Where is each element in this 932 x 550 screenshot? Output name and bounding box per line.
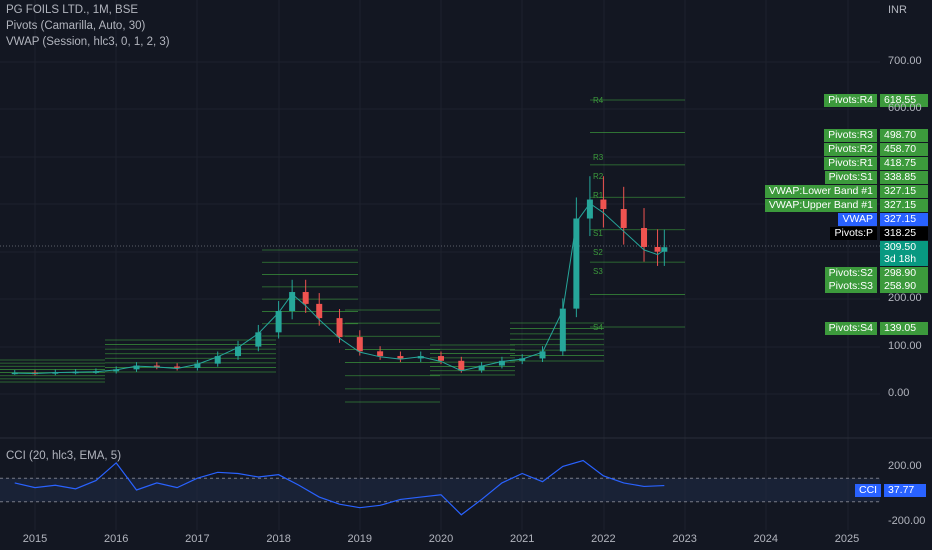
time-axis-label: 2017 <box>185 533 210 545</box>
price-tag-name: VWAP:Upper Band #1 <box>764 199 877 212</box>
candle-body <box>316 303 323 319</box>
price-tag-name: Pivots:R4 <box>824 94 877 107</box>
candle-body <box>174 366 181 368</box>
candle-body <box>289 292 296 311</box>
currency-label: INR <box>888 4 907 16</box>
time-axis-label: 2018 <box>266 533 291 545</box>
price-axis-label: 700.00 <box>888 54 922 67</box>
candle-body <box>255 332 262 347</box>
time-axis-label: 2022 <box>591 533 616 545</box>
time-axis-label: 2025 <box>834 533 860 545</box>
candle-body <box>302 292 309 304</box>
time-axis-label: 2019 <box>347 533 373 545</box>
price-tag-value: 327.15 <box>880 213 928 226</box>
candle-body <box>600 199 607 210</box>
candle-body <box>235 346 242 357</box>
time-axis-label: 2024 <box>753 533 779 545</box>
candle-body <box>275 310 282 333</box>
pivots-indicator-legend[interactable]: Pivots (Camarilla, Auto, 30) <box>6 20 146 32</box>
price-axis-label: 0.00 <box>888 387 910 399</box>
candle-body <box>478 365 485 371</box>
candle-body <box>498 360 505 366</box>
candle-body <box>438 356 444 361</box>
pivot-level-label: R4 <box>593 96 604 105</box>
candle-body <box>539 351 546 359</box>
cci-axis-label: -200.00 <box>888 515 926 527</box>
price-tag-name: Pivots:S3 <box>824 280 877 293</box>
candle-body <box>377 351 384 357</box>
price-tag-value: 309.50 <box>880 241 928 254</box>
price-axis-label: 200.00 <box>888 292 922 305</box>
candle-body <box>356 337 363 352</box>
price-axis-label: 100.00 <box>888 339 922 352</box>
cci-tag-name: CCI <box>855 484 882 497</box>
candle-body <box>133 365 140 370</box>
candle-body <box>586 199 593 219</box>
pivot-level-label: R3 <box>593 153 604 162</box>
vwap-indicator-legend[interactable]: VWAP (Session, hlc3, 0, 1, 2, 3) <box>6 36 170 48</box>
candle-body <box>661 247 668 252</box>
candle-body <box>620 209 627 228</box>
price-tag-name: Pivots:R1 <box>824 157 877 170</box>
candle-body <box>458 360 465 371</box>
price-tag-value: 139.05 <box>880 322 928 335</box>
pivot-level-label: R1 <box>593 191 604 200</box>
price-tag-value: 298.90 <box>880 267 928 280</box>
price-tag-value: 327.15 <box>880 185 928 198</box>
cci-line <box>14 459 665 516</box>
time-axis-label: 2023 <box>672 533 697 545</box>
price-tag-name: Pivots:S4 <box>824 322 877 335</box>
pivot-level-label: S4 <box>593 323 603 332</box>
price-tag-value: 418.75 <box>880 157 928 170</box>
price-tag-name: Pivots:S1 <box>824 171 877 184</box>
price-tag-name: Pivots:R2 <box>824 143 877 156</box>
candle-body <box>559 308 566 352</box>
candle-body <box>194 363 201 368</box>
candle-body <box>214 356 221 364</box>
pivot-level-label: S1 <box>593 229 603 238</box>
time-axis-label: 2021 <box>509 533 535 545</box>
time-axis-label: 2020 <box>428 533 454 545</box>
vwap-line <box>14 202 665 375</box>
candle-body <box>573 218 580 309</box>
symbol-title[interactable]: PG FOILS LTD., 1M, BSE <box>6 4 139 16</box>
pivot-level-label: S3 <box>593 267 603 276</box>
cci-indicator-legend[interactable]: CCI (20, hlc3, EMA, 5) <box>6 450 122 462</box>
price-tag-name: Pivots:P <box>830 227 877 240</box>
price-tag-value: 318.25 <box>880 227 928 240</box>
cci-axis-label: 200.00 <box>888 460 922 472</box>
price-tag-value: 327.15 <box>880 199 928 212</box>
price-axis-label: 600.00 <box>888 102 922 115</box>
price-tag-value: 3d 18h <box>880 253 928 266</box>
candle-body <box>641 227 648 247</box>
candle-body <box>336 318 343 338</box>
candle-body <box>397 356 404 359</box>
cci-tag-value: 37.77 <box>884 484 926 497</box>
price-tag-value: 618.55 <box>880 94 928 107</box>
pivot-level-label: R2 <box>593 172 604 181</box>
price-tag-value: 258.90 <box>880 280 928 293</box>
price-tag-name: VWAP:Lower Band #1 <box>764 185 877 198</box>
price-tag-value: 338.85 <box>880 171 928 184</box>
price-tag-name: VWAP <box>838 213 877 226</box>
cci-band <box>0 478 880 502</box>
candle-body <box>153 365 160 368</box>
time-axis-label: 2016 <box>103 533 129 545</box>
price-tag-name: Pivots:S2 <box>824 267 877 280</box>
pivot-level-label: S2 <box>593 248 603 257</box>
price-tag-value: 498.70 <box>880 129 928 142</box>
candle-body <box>654 246 661 252</box>
time-axis-label: 2015 <box>22 533 48 545</box>
price-tag-value: 458.70 <box>880 143 928 156</box>
price-tag-name: Pivots:R3 <box>824 129 877 142</box>
